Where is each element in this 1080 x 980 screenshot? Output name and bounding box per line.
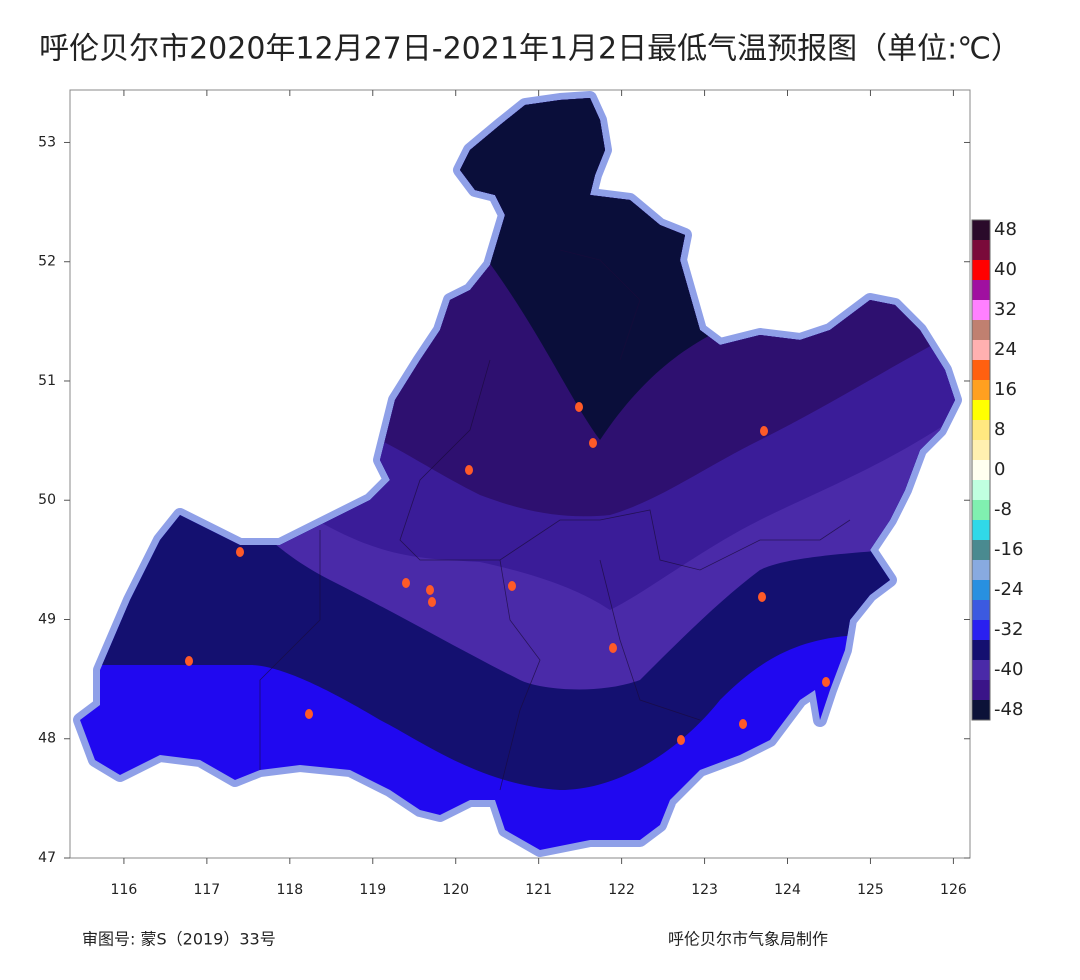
- colorbar-label: 0: [994, 459, 1005, 480]
- colorbar-box: [972, 500, 990, 520]
- x-tick-label: 122: [608, 882, 635, 898]
- colorbar-box: [972, 420, 990, 440]
- colorbar-label: -32: [994, 619, 1023, 640]
- colorbar-box: [972, 480, 990, 500]
- colorbar-box: [972, 340, 990, 360]
- colorbar-box: [972, 460, 990, 480]
- y-tick-label: 51: [38, 373, 56, 389]
- colorbar-box: [972, 680, 990, 700]
- colorbar: 48 40 32 24 16 8 0 -8 -16 -24 -32 -40 -48: [971, 219, 1023, 721]
- y-tick-label: 47: [38, 850, 56, 866]
- colorbar-box: [972, 600, 990, 620]
- colorbar-box: [972, 240, 990, 260]
- colorbar-box: [972, 620, 990, 640]
- colorbar-label: -40: [994, 659, 1023, 680]
- colorbar-label: 32: [994, 299, 1017, 320]
- x-tick-label: 116: [111, 882, 138, 898]
- axes: 116 117 118 119 120 121 122 123 124 125 126 47 48 49 5…: [38, 90, 970, 898]
- colorbar-label: 40: [994, 259, 1017, 280]
- colorbar-box: [972, 660, 990, 680]
- colorbar-box: [972, 520, 990, 540]
- map-title: 呼伦贝尔市2020年12月27日-2021年1月2日最低气温预报图（单位:℃）: [39, 32, 1021, 67]
- colorbar-box: [972, 320, 990, 340]
- x-tick-label: 118: [276, 882, 303, 898]
- colorbar-box: [972, 540, 990, 560]
- x-tick-label: 126: [940, 882, 967, 898]
- colorbar-box: [972, 640, 990, 660]
- x-tick-label: 120: [442, 882, 469, 898]
- county-borders: [259, 249, 851, 791]
- colorbar-box: [972, 380, 990, 400]
- colorbar-box: [972, 400, 990, 420]
- colorbar-label: -24: [994, 579, 1023, 600]
- colorbar-label: 8: [994, 419, 1005, 440]
- x-tick-label: 124: [774, 882, 801, 898]
- x-tick-label: 123: [691, 882, 718, 898]
- colorbar-label: -8: [994, 499, 1012, 520]
- y-tick-label: 50: [38, 492, 56, 508]
- x-tick-label: 117: [193, 882, 220, 898]
- colorbar-box: [972, 560, 990, 580]
- stations: [185, 402, 830, 745]
- colorbar-frame: [971, 219, 991, 721]
- footer-left: 审图号: 蒙S（2019）33号: [82, 930, 276, 949]
- x-tick-label: 125: [857, 882, 884, 898]
- colorbar-label: 24: [994, 339, 1017, 360]
- colorbar-box: [972, 260, 990, 280]
- x-tick-label: 119: [359, 882, 386, 898]
- colorbar-label: 48: [994, 219, 1017, 240]
- colorbar-label: 16: [994, 379, 1017, 400]
- colorbar-box: [972, 360, 990, 380]
- y-tick-label: 49: [38, 611, 56, 627]
- colorbar-box: [972, 700, 990, 720]
- colorbar-box: [972, 440, 990, 460]
- colorbar-label: -48: [994, 699, 1023, 720]
- y-tick-label: 53: [38, 134, 56, 150]
- colorbar-box: [972, 280, 990, 300]
- y-tick-label: 48: [38, 731, 56, 747]
- y-tick-label: 52: [38, 254, 56, 270]
- footer-right: 呼伦贝尔市气象局制作: [668, 930, 828, 949]
- colorbar-box: [972, 220, 990, 240]
- colorbar-label: -16: [994, 539, 1023, 560]
- x-tick-label: 121: [525, 882, 552, 898]
- colorbar-box: [972, 300, 990, 320]
- colorbar-box: [972, 580, 990, 600]
